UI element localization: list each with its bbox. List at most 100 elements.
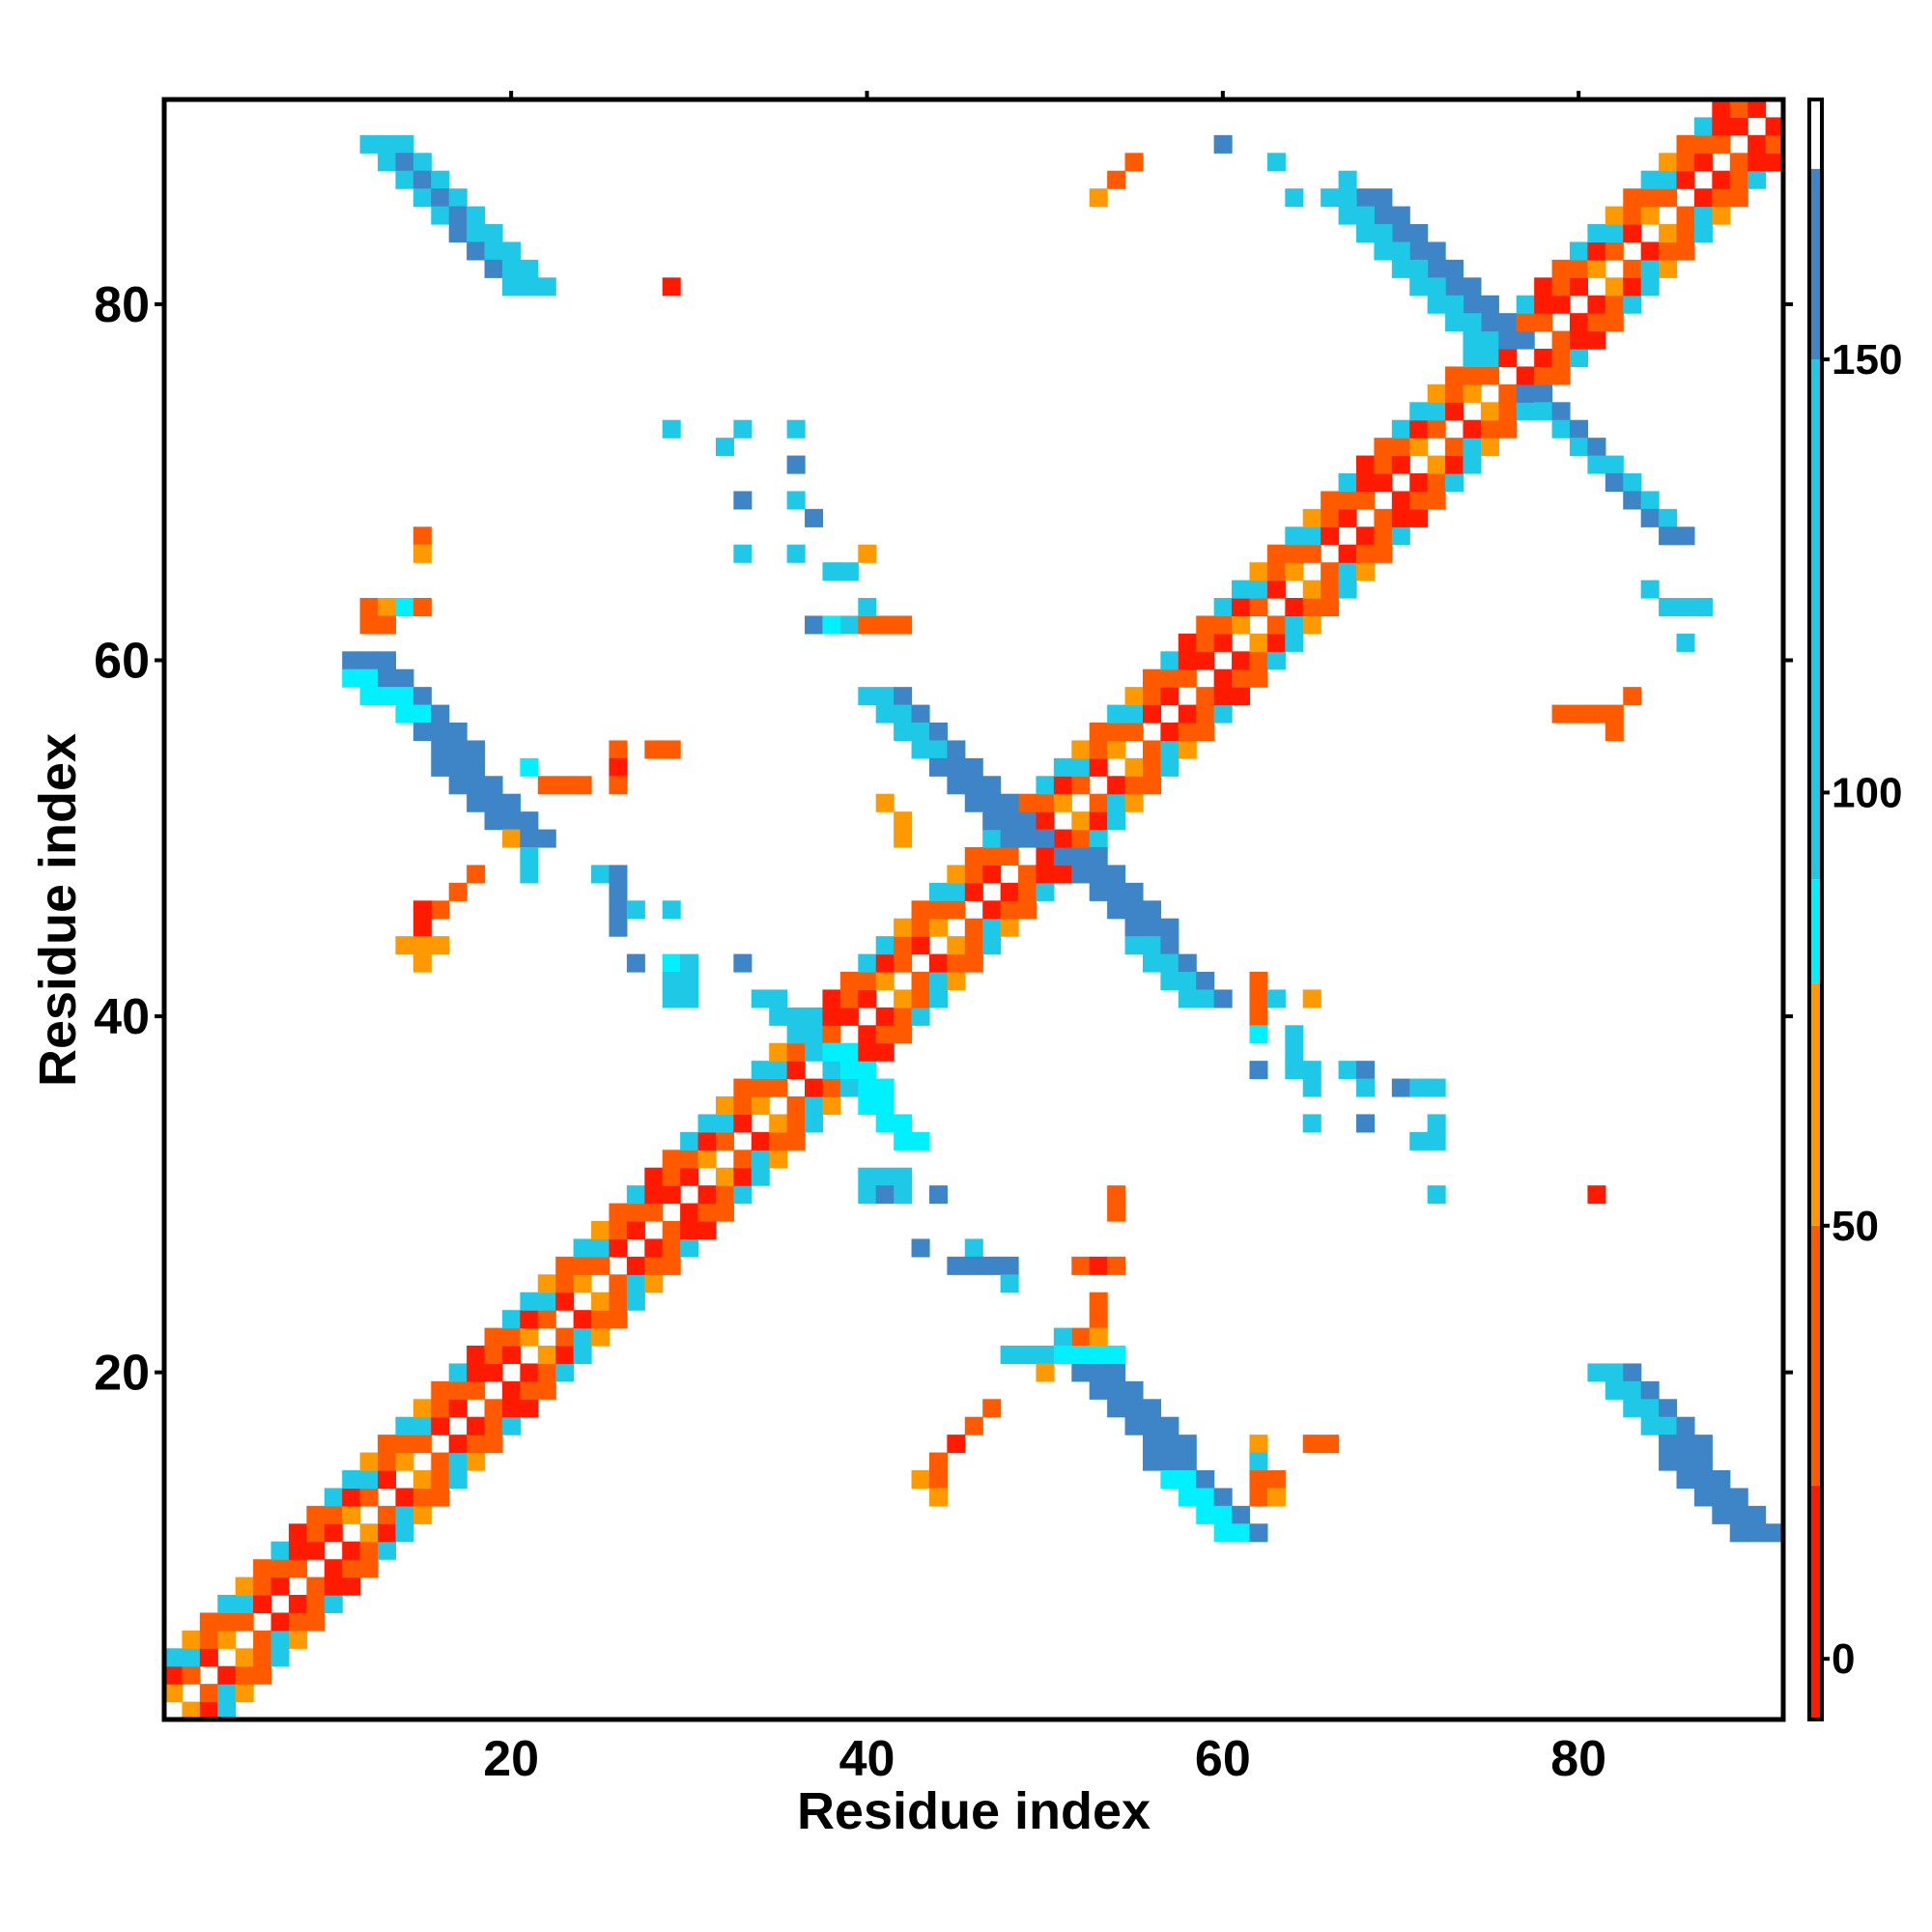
- heatmap-cell: [626, 1292, 645, 1311]
- heatmap-cell: [609, 1221, 628, 1240]
- heatmap-cell: [1142, 1399, 1161, 1418]
- heatmap-cell: [431, 704, 450, 724]
- heatmap-cell: [964, 1416, 983, 1435]
- heatmap-cell: [412, 900, 432, 920]
- heatmap-cell: [1747, 153, 1767, 172]
- heatmap-cell: [1516, 384, 1535, 403]
- heatmap-cell: [1569, 242, 1589, 261]
- heatmap-cell: [1232, 615, 1251, 635]
- heatmap-cell: [805, 508, 824, 527]
- heatmap-cell: [964, 1238, 983, 1258]
- heatmap-cell: [1712, 134, 1731, 154]
- heatmap-cell: [1142, 1452, 1161, 1471]
- heatmap-cell: [911, 936, 930, 955]
- plot-frame: [161, 97, 1786, 1722]
- heatmap-cell: [875, 1078, 895, 1097]
- heatmap-cell: [1321, 526, 1340, 546]
- heatmap-cell: [1000, 1256, 1019, 1275]
- heatmap-cell: [395, 134, 414, 154]
- heatmap-cell: [609, 1274, 628, 1293]
- heatmap-cell: [1605, 277, 1624, 297]
- heatmap-cell: [982, 793, 1002, 812]
- heatmap-cell: [537, 1346, 556, 1365]
- heatmap-cell: [751, 1131, 770, 1151]
- heatmap-cell: [395, 170, 414, 189]
- heatmap-cell: [164, 1665, 184, 1685]
- heatmap-cell: [644, 1167, 664, 1186]
- heatmap-cell: [822, 1078, 841, 1097]
- heatmap-cell: [1427, 259, 1446, 278]
- heatmap-cell: [1659, 188, 1678, 208]
- heatmap-cell: [1480, 349, 1499, 368]
- heatmap-cell: [1302, 1435, 1321, 1454]
- heatmap-cell: [1124, 793, 1144, 812]
- heatmap-cell: [715, 1167, 734, 1186]
- heatmap-cell: [1729, 1523, 1748, 1543]
- heatmap-cell: [1089, 1380, 1108, 1400]
- heatmap-cell: [1107, 900, 1126, 920]
- heatmap-cell: [412, 1416, 432, 1435]
- heatmap-cell: [1213, 1505, 1233, 1524]
- heatmap-cell: [697, 1185, 717, 1205]
- heatmap-cell: [1445, 473, 1464, 493]
- heatmap-cell: [1409, 438, 1429, 457]
- heatmap-cell: [395, 1523, 414, 1543]
- heatmap-cell: [306, 1595, 326, 1614]
- heatmap-cell: [1266, 562, 1286, 582]
- heatmap-cell: [1605, 313, 1624, 332]
- heatmap-cell: [1249, 1435, 1268, 1454]
- heatmap-cell: [947, 936, 966, 955]
- heatmap-cell: [1729, 99, 1748, 119]
- heatmap-cell: [1142, 776, 1161, 795]
- heatmap-cell: [1232, 1505, 1251, 1524]
- heatmap-cell: [982, 776, 1002, 795]
- heatmap-cell: [484, 1363, 503, 1382]
- heatmap-cell: [467, 793, 486, 812]
- heatmap-cell: [1409, 473, 1429, 493]
- heatmap-cell: [769, 1131, 788, 1151]
- heatmap-cell: [1160, 1435, 1179, 1454]
- heatmap-cell: [1089, 740, 1108, 759]
- heatmap-cell: [1640, 491, 1660, 510]
- heatmap-cell: [609, 1310, 628, 1329]
- heatmap-cell: [1178, 633, 1197, 652]
- heatmap-cell: [1302, 580, 1321, 599]
- heatmap-cell: [520, 1380, 539, 1400]
- heatmap-cell: [1142, 1416, 1161, 1435]
- heatmap-cell: [1302, 598, 1321, 617]
- heatmap-cell: [1374, 224, 1393, 243]
- heatmap-cell: [875, 615, 895, 635]
- heatmap-cell: [1302, 1061, 1321, 1080]
- heatmap-cell: [1729, 1505, 1748, 1524]
- heatmap-cell: [733, 1185, 753, 1205]
- heatmap-cell: [697, 1131, 717, 1151]
- heatmap-cell: [1605, 242, 1624, 261]
- heatmap-cell: [769, 1042, 788, 1062]
- heatmap-cell: [501, 277, 521, 297]
- heatmap-cell: [928, 1488, 948, 1507]
- heatmap-cell: [1693, 188, 1713, 208]
- heatmap-cell: [1374, 544, 1393, 563]
- heatmap-cell: [1676, 526, 1695, 546]
- heatmap-cell: [1659, 153, 1678, 172]
- heatmap-cell: [1249, 651, 1268, 670]
- heatmap-cell: [359, 1523, 379, 1543]
- heatmap-cell: [431, 723, 450, 742]
- heatmap-cell: [1089, 865, 1108, 884]
- heatmap-cell: [199, 1612, 218, 1632]
- heatmap-cell: [875, 972, 895, 991]
- heatmap-cell: [253, 1559, 272, 1578]
- heatmap-cell: [715, 1131, 734, 1151]
- heatmap-cell: [839, 1042, 859, 1062]
- heatmap-cell: [1605, 704, 1624, 724]
- heatmap-cell: [751, 1167, 770, 1186]
- heatmap-cell: [875, 1042, 895, 1062]
- heatmap-cell: [253, 1595, 272, 1614]
- heatmap-cell: [412, 723, 432, 742]
- heatmap-cell: [1391, 508, 1410, 527]
- heatmap-cell: [1659, 1399, 1678, 1418]
- heatmap-cell: [1196, 989, 1215, 1009]
- heatmap-cell: [1302, 615, 1321, 635]
- heatmap-cell: [680, 1203, 699, 1222]
